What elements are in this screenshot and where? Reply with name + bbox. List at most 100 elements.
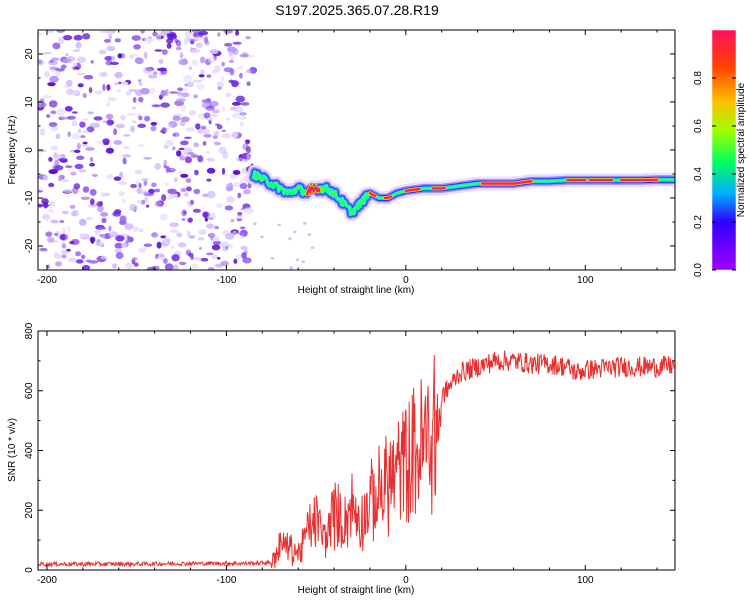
- noise-speckle-dot: [79, 233, 89, 238]
- noise-speckle-dot: [89, 236, 96, 243]
- noise-speckle-dot: [246, 81, 251, 86]
- noise-speckle-dot: [229, 59, 234, 64]
- noise-speckle-dot: [76, 155, 85, 160]
- noise-speckle-dot: [60, 249, 69, 255]
- noise-speckle-dot: [212, 135, 218, 139]
- noise-speckle-dot: [180, 187, 187, 193]
- colorbar-tick-label: 0.2: [693, 215, 704, 229]
- noise-speckle-dot: [176, 91, 183, 96]
- noise-speckle-dot: [99, 234, 106, 238]
- noise-speckle-dot: [199, 56, 206, 64]
- noise-speckle-dot: [148, 188, 155, 194]
- noise-speckle-dot: [226, 196, 235, 203]
- noise-speckle-dot: [114, 242, 124, 249]
- noise-speckle-dot: [44, 71, 51, 78]
- noise-speckle-dot: [171, 254, 180, 262]
- noise-speckle-dot: [164, 182, 169, 186]
- noise-speckle-dot: [123, 146, 130, 150]
- noise-speckle-dot: [89, 122, 100, 128]
- noise-speckle-dot: [232, 48, 239, 55]
- noise-speckle-dot: [157, 252, 165, 260]
- noise-speckle-dot: [222, 151, 229, 159]
- noise-speckle-dot: [46, 264, 51, 269]
- noise-speckle-dot: [202, 141, 207, 146]
- noise-speckle-dot: [71, 132, 81, 140]
- noise-speckle-dot: [170, 168, 175, 171]
- noise-speckle-dot: [121, 81, 129, 86]
- noise-speckle-dot: [59, 233, 68, 241]
- noise-speckle-dot: [131, 120, 137, 124]
- noise-speckle-dot: [60, 64, 67, 70]
- noise-speckle-dot: [227, 244, 234, 248]
- noise-speckle-dot: [244, 139, 251, 143]
- noise-speckle-dot: [131, 106, 137, 110]
- noise-speckle-dot: [145, 193, 154, 197]
- noise-speckle-dot: [211, 254, 218, 260]
- noise-speckle-dot: [157, 67, 167, 72]
- noise-speckle-dot: [200, 128, 210, 135]
- noise-speckle-dot: [114, 38, 122, 43]
- noise-speckle-dot: [61, 254, 67, 259]
- noise-speckle-dot: [201, 99, 211, 104]
- noise-speckle-dot: [186, 230, 191, 237]
- noise-speckle-dot: [53, 253, 62, 259]
- noise-speckle-dot: [181, 209, 187, 217]
- x-tick-label: 0: [403, 575, 409, 586]
- noise-speckle-dot: [41, 198, 49, 205]
- noise-speckle-dot: [172, 146, 176, 151]
- noise-speckle-dot: [238, 231, 246, 236]
- noise-speckle-dot: [169, 222, 180, 228]
- noise-speckle-dot: [166, 42, 172, 49]
- noise-speckle-dot: [49, 60, 54, 63]
- noise-speckle-dot: [199, 69, 205, 75]
- x-tick-label: -200: [37, 575, 57, 586]
- noise-speckle-dot: [235, 254, 241, 261]
- noise-speckle-dot: [207, 232, 216, 238]
- noise-speckle-dot: [67, 226, 71, 233]
- noise-speckle-dot: [207, 56, 216, 63]
- noise-speckle-dot: [185, 127, 195, 132]
- noise-speckle-dot: [172, 115, 181, 121]
- noise-speckle-dot: [195, 42, 203, 48]
- y-tick-label: 0: [24, 147, 35, 153]
- noise-speckle-dot: [216, 81, 224, 88]
- noise-speckle-dot: [215, 203, 224, 209]
- noise-speckle-dot: [156, 241, 162, 249]
- noise-speckle-dot: [168, 124, 172, 128]
- noise-speckle-dot: [146, 266, 157, 270]
- noise-speckle-dot: [229, 173, 237, 180]
- noise-speckle-dot: [190, 154, 199, 159]
- noise-speckle-dot: [169, 91, 179, 94]
- noise-speckle-dot: [40, 204, 50, 207]
- noise-speckle-dot: [134, 57, 144, 65]
- y-tick-label: 800: [24, 322, 35, 339]
- noise-speckle-dot: [39, 128, 46, 136]
- y-tick-label: 10: [24, 96, 35, 108]
- noise-speckle-dot: [180, 173, 189, 178]
- noise-speckle-dot: [116, 89, 122, 93]
- noise-speckle-dot: [105, 147, 114, 154]
- noise-speckle-dot: [38, 59, 43, 65]
- colorbar-tick-label: 0.8: [693, 71, 704, 85]
- noise-speckle-dot: [179, 120, 186, 127]
- noise-speckle-dot: [201, 193, 209, 198]
- noise-speckle-dot: [133, 44, 141, 50]
- noise-speckle-dot: [114, 82, 120, 86]
- noise-speckle-dot: [245, 146, 251, 154]
- noise-speckle-dot: [114, 209, 122, 215]
- noise-speckle-dot: [200, 257, 209, 262]
- noise-speckle-dot: [77, 83, 84, 88]
- noise-speckle-dot: [72, 49, 81, 52]
- noise-speckle-dot: [50, 69, 59, 73]
- noise-speckle-dot: [206, 252, 214, 256]
- noise-speckle-dot: [65, 53, 69, 57]
- noise-speckle-dot: [80, 135, 86, 139]
- noise-speckle-dot: [85, 216, 94, 220]
- noise-speckle-dot: [73, 183, 81, 190]
- noise-speckle-dot: [72, 66, 80, 70]
- noise-speckle-dot: [241, 252, 247, 259]
- noise-speckle-dot: [206, 223, 215, 229]
- noise-speckle-dot: [200, 125, 207, 130]
- noise-speckle-dot: [123, 134, 131, 137]
- noise-speckle-dot: [184, 30, 193, 38]
